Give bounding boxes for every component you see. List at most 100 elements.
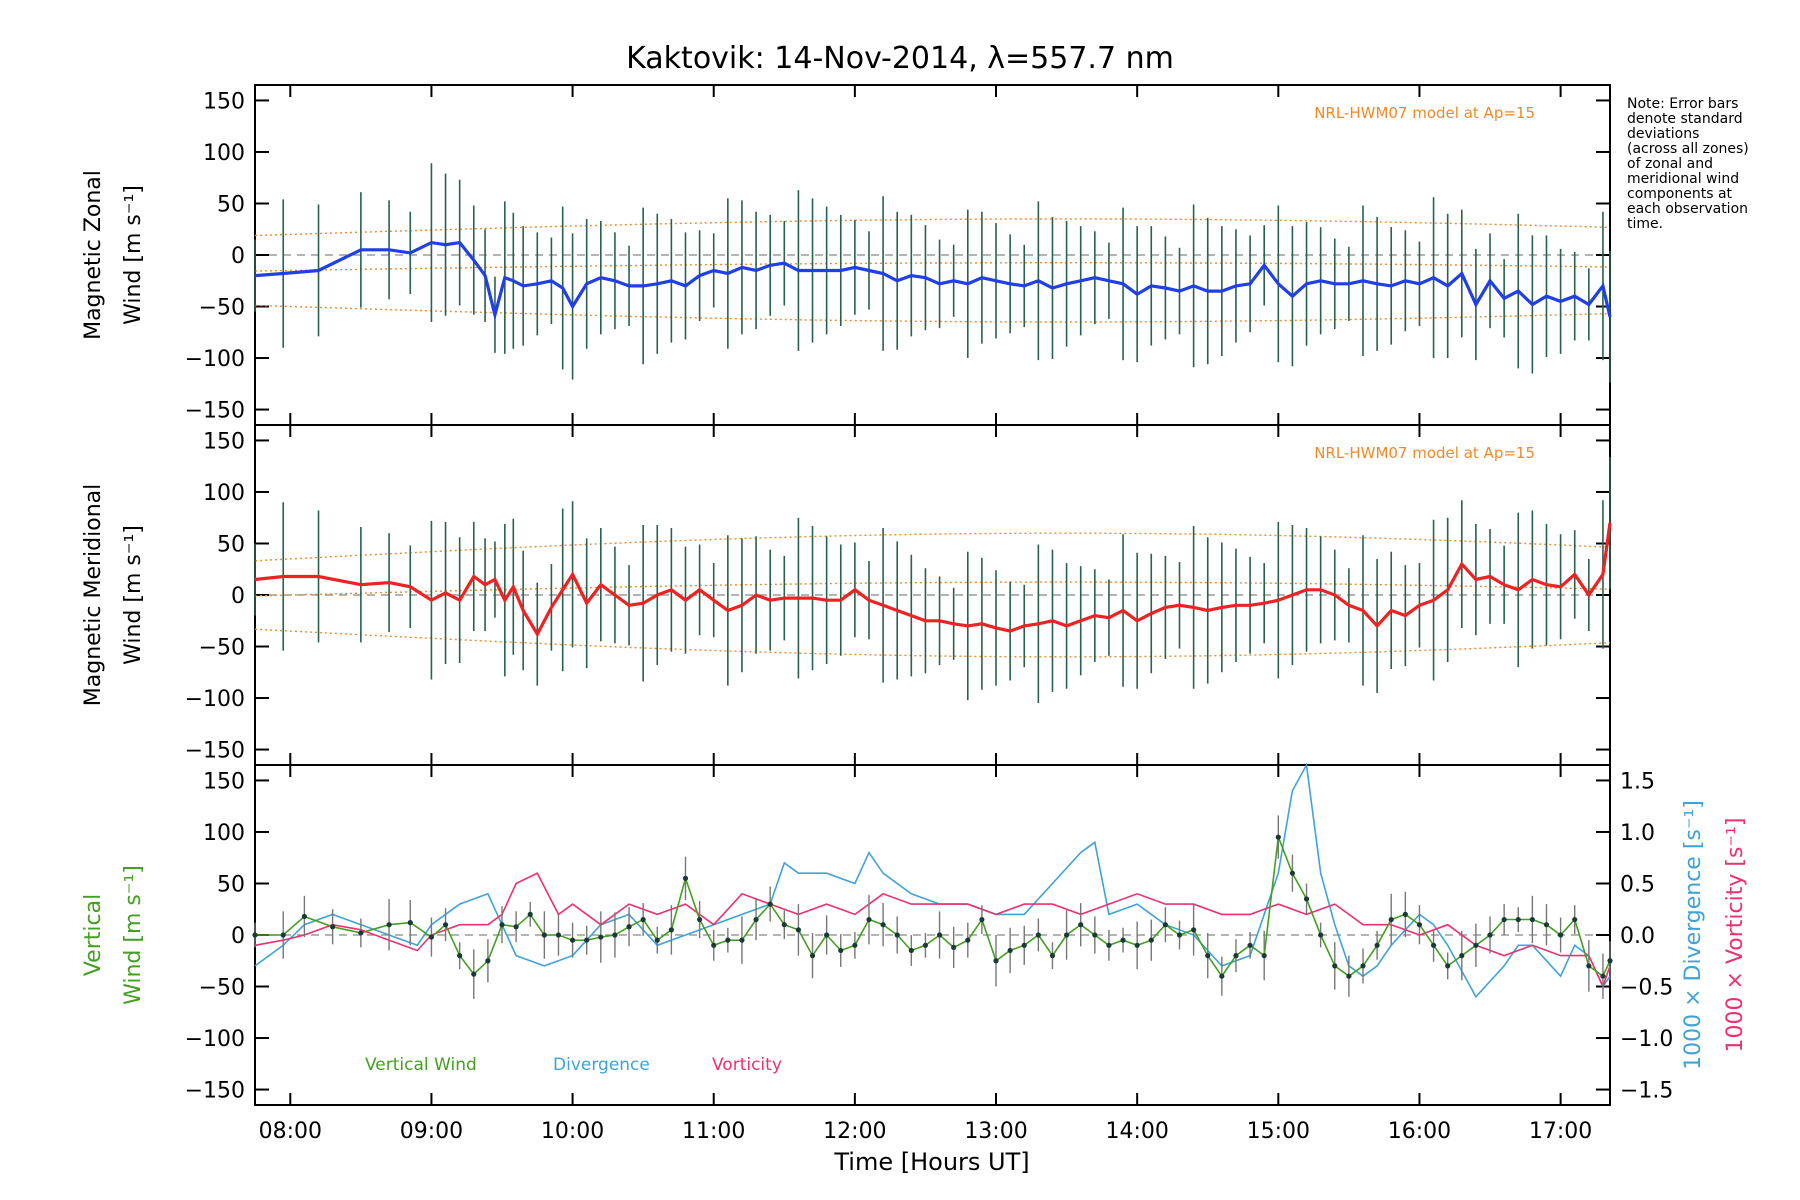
vertical-wind-point [838, 947, 844, 954]
x-tick-label: 16:00 [1388, 1119, 1451, 1144]
vertical-wind-point [1106, 942, 1112, 948]
vertical-ylabel-1: Vertical [81, 894, 106, 976]
y-tick-label: −50 [199, 296, 245, 321]
y-tick-label: 0 [231, 244, 245, 269]
vertical-wind-point [1092, 932, 1098, 938]
vertical-wind-point [527, 911, 533, 917]
vertical-wind-point [936, 932, 943, 938]
vertical-wind-point [979, 916, 985, 923]
vertical-wind-point [485, 958, 491, 964]
vertical-wind-point [1275, 834, 1281, 840]
vertical-wind-point [1402, 911, 1408, 917]
y2-tick-label: −0.5 [1620, 976, 1673, 1001]
y2-tick-label: 0.5 [1620, 872, 1655, 897]
vertical-wind-point [555, 932, 562, 938]
vertical-wind-point [1332, 963, 1338, 969]
x-tick-label: 15:00 [1247, 1119, 1310, 1144]
vertical-wind-point [1021, 942, 1027, 948]
y2-tick-label: 1.0 [1620, 821, 1655, 846]
legend-divergence: Divergence [553, 1055, 650, 1075]
vertical-wind-point [880, 922, 886, 928]
note-line: meridional wind [1627, 171, 1739, 187]
y-tick-label: 50 [217, 532, 245, 557]
y-tick-label: −100 [185, 347, 245, 372]
vertical-wind-point [1607, 958, 1613, 964]
vertical-wind-point [1586, 963, 1592, 969]
vertical-wind-point [1416, 922, 1423, 928]
x-axis-label: Time [Hours UT] [833, 1148, 1029, 1176]
vertical-wind-point [1515, 916, 1521, 923]
y2-tick-label: −1.5 [1620, 1079, 1673, 1104]
vertical-wind-point [1374, 942, 1380, 948]
vertical-wind-point [1487, 932, 1493, 938]
model-curve [254, 262, 1611, 272]
vertical-wind-point [1134, 942, 1140, 948]
vertical-wind-point [753, 916, 759, 923]
vertical-wind-point [640, 916, 646, 923]
vertical-wind-point [1035, 932, 1041, 938]
vertical-wind-point [1219, 973, 1225, 979]
vertical-wind-point [1459, 953, 1465, 959]
note-line: deviations [1627, 126, 1699, 142]
zonal-model-label: NRL-HWM07 model at Ap=15 [1314, 104, 1535, 122]
note-line: components at [1627, 186, 1733, 202]
vertical-wind-point [252, 932, 258, 938]
note-line: each observation [1627, 201, 1748, 217]
meridional-ylabel-1: Magnetic Meridional [81, 484, 106, 706]
vertical-wind-point [569, 937, 576, 943]
vertical-wind-point [1247, 942, 1253, 948]
vertical-wind-point [1557, 932, 1564, 938]
legend-vorticity: Vorticity [712, 1055, 782, 1075]
vertical-wind-point [654, 937, 660, 943]
model-curve [254, 218, 1611, 237]
vertical-wind-point [682, 875, 689, 881]
vertical-wind-point [442, 922, 449, 928]
vertical-wind-point [386, 922, 392, 928]
x-tick-label: 14:00 [1105, 1119, 1168, 1144]
vertical-wind-point [598, 934, 604, 940]
y-tick-label: 50 [217, 872, 245, 897]
vertical-wind-point [894, 932, 900, 938]
vertical-wind-point [1289, 870, 1296, 876]
y-tick-label: −100 [185, 687, 245, 712]
vertical-wind-point [626, 924, 632, 930]
vertical-wind-point [1176, 932, 1183, 938]
y2-tick-label: −1.0 [1620, 1027, 1673, 1052]
y-tick-label: 100 [203, 141, 245, 166]
legend-vertical-wind: Vertical Wind [365, 1055, 477, 1075]
vertical-wind-point [1120, 937, 1126, 943]
zonal-ylabel-2: Wind [m s⁻¹] [121, 185, 146, 325]
y-tick-label: −100 [185, 1027, 245, 1052]
vertical-wind-point [1360, 963, 1366, 969]
vertical-wind-point [584, 937, 590, 943]
vertical-wind-point [697, 916, 703, 923]
vertical-wind-point [993, 958, 999, 964]
y-tick-label: 150 [203, 429, 245, 454]
note-line: (across all zones) [1627, 141, 1749, 157]
vertical-wind-point [1388, 916, 1394, 923]
x-tick-label: 11:00 [682, 1119, 745, 1144]
vertical-ylabel-2: Wind [m s⁻¹] [121, 865, 146, 1005]
vertical-wind-point [301, 913, 308, 920]
vertical-wind-point [471, 971, 477, 977]
vertical-wind-point [1049, 953, 1056, 959]
vertical-wind-point [824, 932, 830, 938]
y-tick-label: −150 [185, 399, 245, 424]
vorticity-y2label: 1000 × Vorticity [s⁻¹] [1723, 818, 1748, 1053]
vertical-wind-point [1148, 937, 1154, 943]
y-tick-label: −50 [199, 636, 245, 661]
model-curve [254, 628, 1611, 658]
meridional-ylabel-2: Wind [m s⁻¹] [121, 525, 146, 665]
vertical-wind-point [1191, 927, 1197, 933]
vertical-wind-point [1543, 922, 1550, 928]
x-tick-label: 13:00 [964, 1119, 1027, 1144]
vertical-wind-point [1529, 916, 1535, 923]
vertical-wind-point [1162, 922, 1168, 928]
zonal-ylabel-1: Magnetic Zonal [81, 170, 106, 340]
zonal-wind-line [254, 240, 1612, 322]
vertical-wind-point [358, 930, 364, 936]
meridional-model-label: NRL-HWM07 model at Ap=15 [1314, 444, 1535, 462]
y-tick-label: −150 [185, 739, 245, 764]
vertical-wind-point [1346, 973, 1352, 979]
